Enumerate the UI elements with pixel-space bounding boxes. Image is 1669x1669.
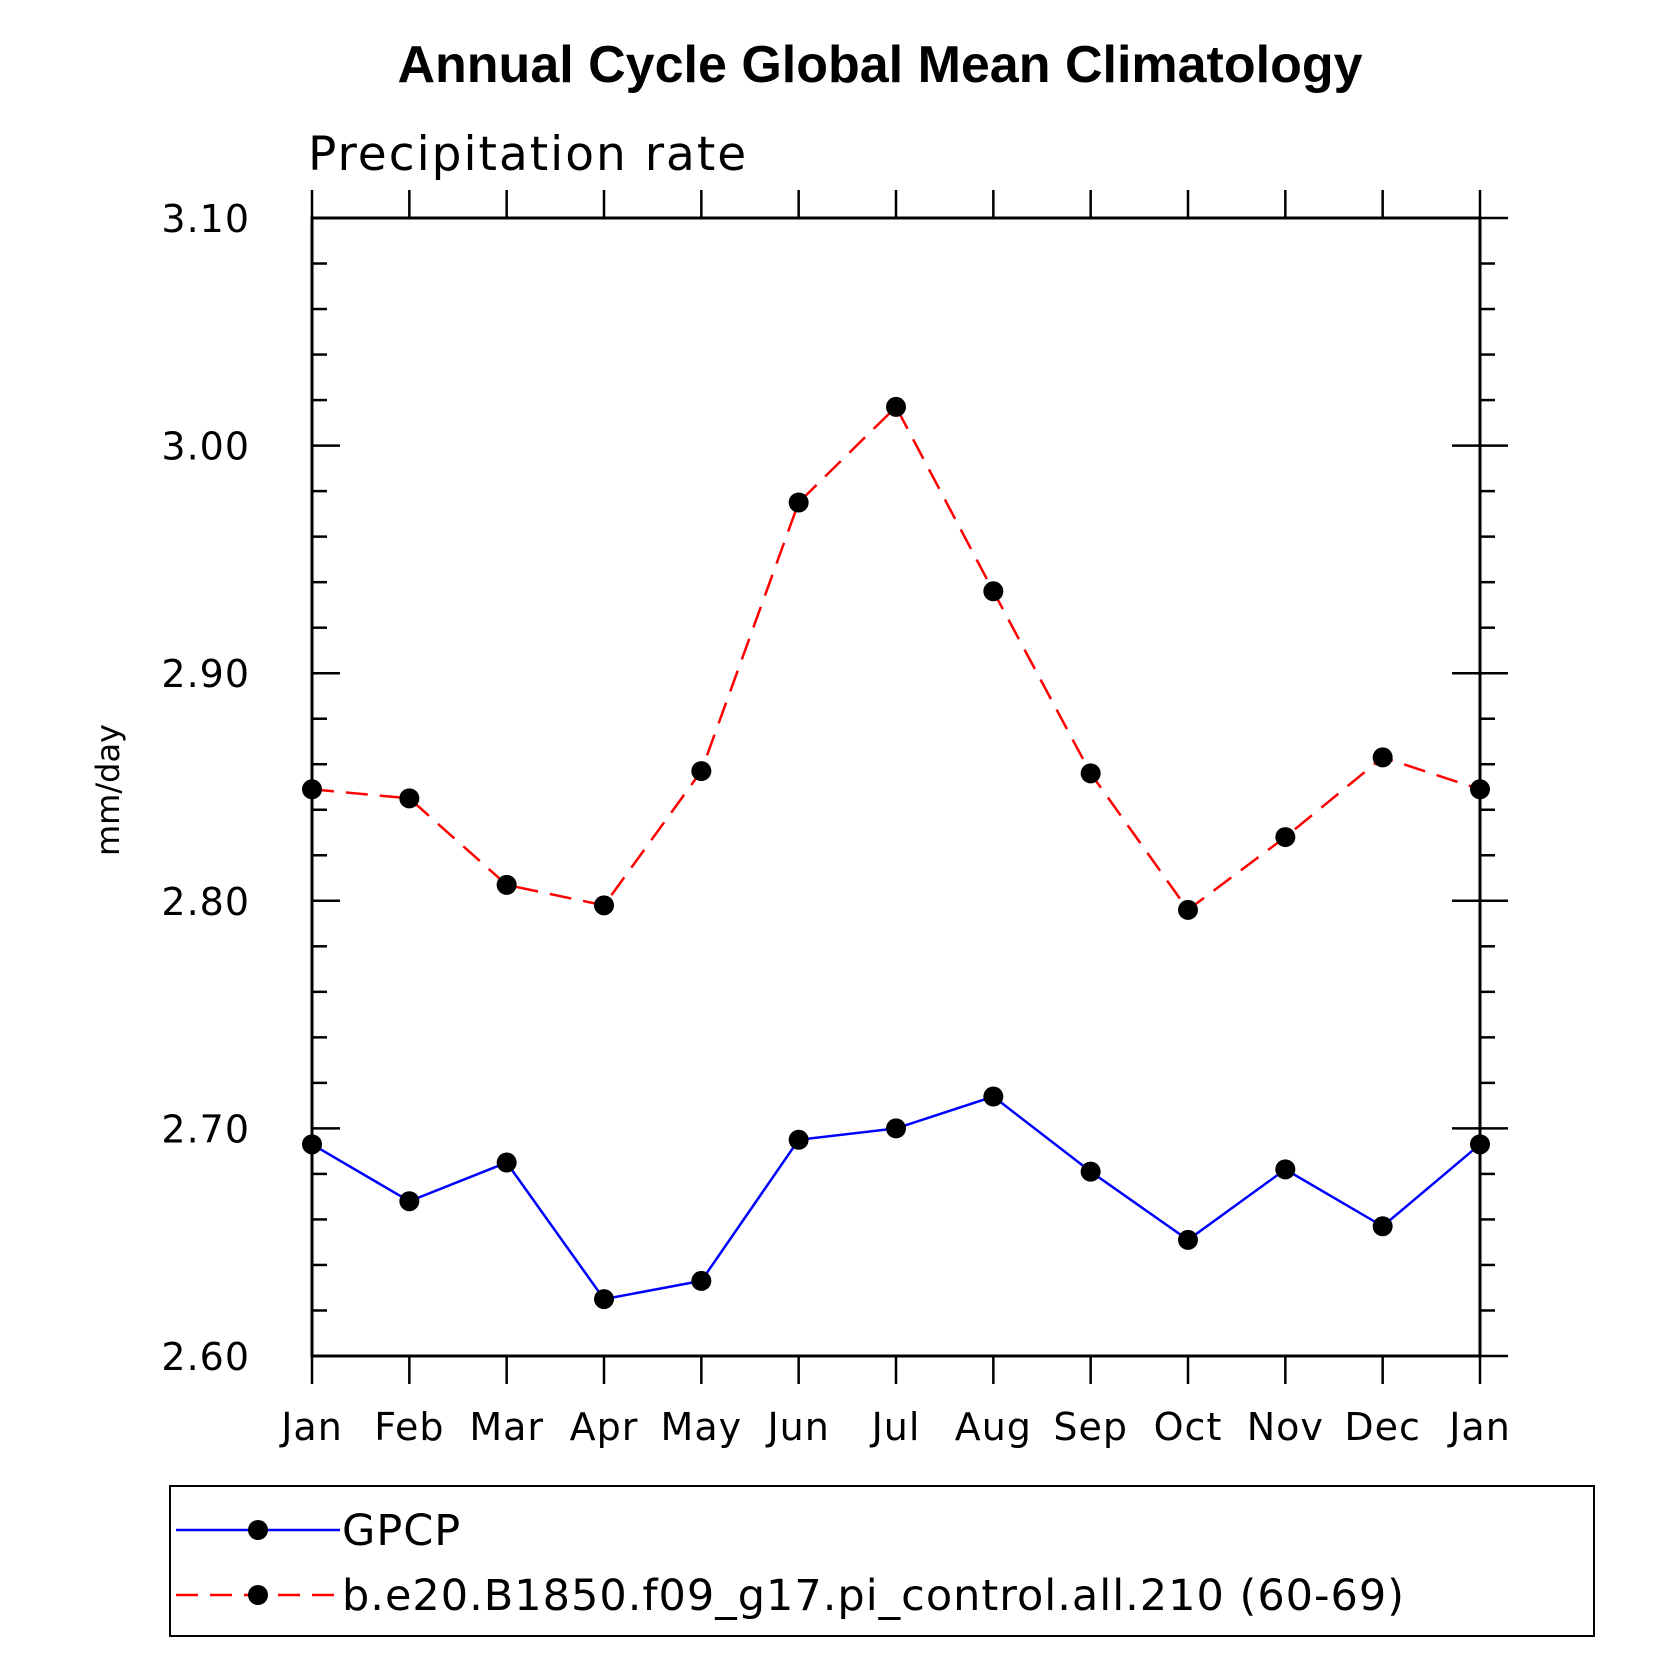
series-point bbox=[594, 895, 614, 916]
series-point bbox=[399, 788, 420, 809]
series-point bbox=[302, 1134, 322, 1155]
series-point bbox=[1275, 827, 1296, 848]
series-point bbox=[788, 492, 809, 513]
x-tick-label: Jun bbox=[765, 1405, 829, 1449]
series-point bbox=[1470, 779, 1490, 800]
series-point bbox=[886, 1118, 906, 1139]
x-tick-label: Nov bbox=[1247, 1405, 1324, 1449]
x-tick-label: May bbox=[661, 1405, 743, 1449]
y-tick-label: 3.00 bbox=[161, 425, 250, 469]
x-tick-label: Mar bbox=[469, 1405, 544, 1449]
x-tick-label: Jul bbox=[870, 1405, 921, 1449]
legend-box bbox=[169, 1485, 1595, 1637]
x-tick-label: Jan bbox=[279, 1405, 343, 1449]
chart-subtitle: Precipitation rate bbox=[308, 127, 748, 182]
series-point bbox=[1470, 1134, 1490, 1155]
series-point bbox=[1178, 899, 1198, 920]
y-tick-label: 2.60 bbox=[161, 1335, 250, 1379]
series-point bbox=[983, 581, 1004, 602]
series-point bbox=[496, 1152, 517, 1173]
series-point bbox=[691, 1270, 712, 1291]
x-tick-label: Apr bbox=[570, 1405, 639, 1449]
series-point bbox=[1080, 763, 1101, 784]
series-point bbox=[496, 874, 517, 895]
series-point bbox=[983, 1086, 1004, 1107]
series-point bbox=[302, 779, 322, 800]
legend-marker bbox=[248, 1585, 268, 1605]
legend: GPCP b.e20.B1850.f09_g17.pi_control.all.2… bbox=[169, 1485, 1595, 1637]
series-layer bbox=[302, 396, 1490, 1310]
x-tick-label: Aug bbox=[955, 1405, 1032, 1449]
series-line bbox=[311, 404, 1481, 912]
y-axis-label: mm/day bbox=[89, 724, 127, 856]
legend-marker bbox=[248, 1520, 268, 1540]
y-tick-label: 2.90 bbox=[161, 652, 250, 696]
series-point bbox=[1080, 1161, 1101, 1182]
series-point bbox=[594, 1289, 614, 1310]
legend-label: GPCP bbox=[342, 1506, 461, 1556]
series-point bbox=[1178, 1229, 1198, 1250]
series-point bbox=[1372, 1216, 1393, 1237]
series-point bbox=[1275, 1159, 1296, 1180]
series-point bbox=[886, 396, 906, 417]
series-point bbox=[691, 761, 712, 782]
x-tick-label: Jan bbox=[1447, 1405, 1511, 1449]
x-tick-label: Sep bbox=[1053, 1405, 1128, 1449]
series-point bbox=[1372, 747, 1393, 768]
plot-frame bbox=[310, 216, 1482, 1358]
x-tick-label: Dec bbox=[1344, 1405, 1421, 1449]
plot-axes: 2.60 2.70 2.80 2.90 3.00 3.10 Jan Feb Mar Apr May J… bbox=[161, 190, 1510, 1449]
series-point bbox=[788, 1129, 809, 1150]
y-tick-label: 2.80 bbox=[161, 880, 250, 924]
x-tick-label: Oct bbox=[1154, 1405, 1223, 1449]
series-point bbox=[399, 1191, 420, 1212]
y-tick-label: 3.10 bbox=[161, 197, 250, 241]
chart-title: Annual Cycle Global Mean Climatology bbox=[397, 36, 1362, 94]
y-tick-label: 2.70 bbox=[161, 1107, 250, 1151]
legend-label: b.e20.B1850.f09_g17.pi_control.all.210 (… bbox=[342, 1571, 1405, 1621]
x-tick-label: Feb bbox=[374, 1405, 444, 1449]
